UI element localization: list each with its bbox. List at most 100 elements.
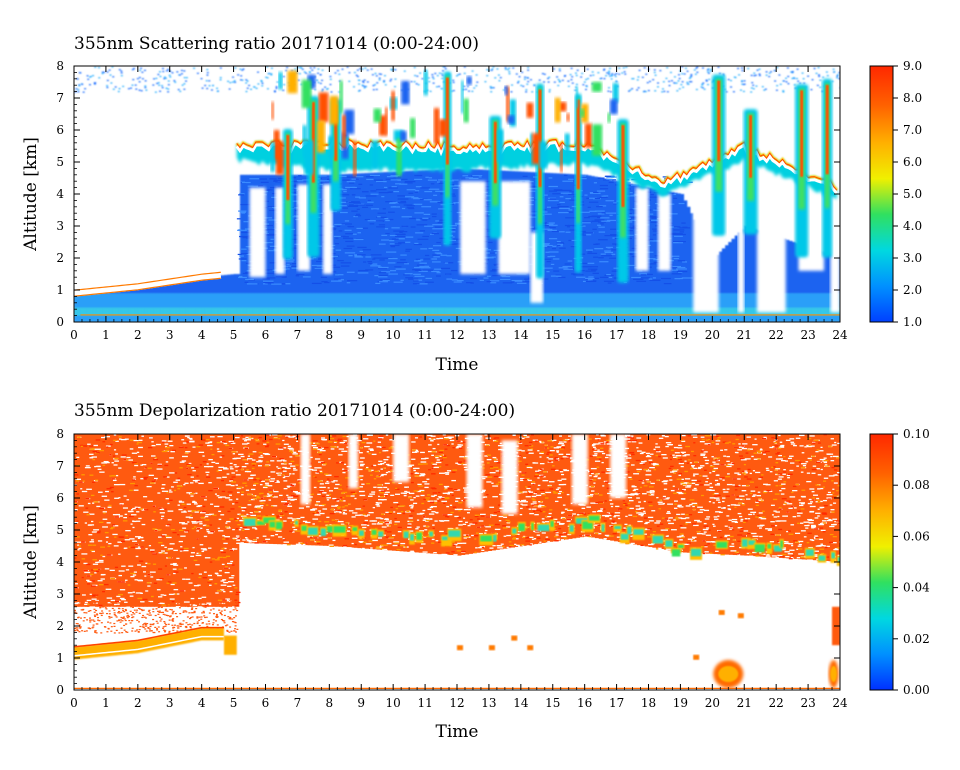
y-tick-label: 2 xyxy=(56,251,64,265)
x-tick-label: 3 xyxy=(166,328,174,342)
y-tick-label: 8 xyxy=(56,59,64,73)
x-tick-label: 18 xyxy=(641,328,656,342)
x-tick-label: 7 xyxy=(294,696,302,710)
heatmap-texture xyxy=(74,66,840,322)
colorbar-tick-label: 4.0 xyxy=(903,219,922,233)
x-axis: 0 1 2 3 4 5 6 7 8 9 10 11 12 13 14 15 16 17 18 19 20 21 22 23 24 xyxy=(70,434,848,710)
x-axis: 0 1 2 3 4 5 6 7 8 9 10 11 12 13 14 15 16 17 18 19 20 21 22 23 24 xyxy=(70,66,848,342)
heatmap-scattering-ratio xyxy=(74,66,840,322)
y-tick-label: 3 xyxy=(56,587,64,601)
colorbar-tick-label: 0.10 xyxy=(903,427,930,441)
x-tick-label: 17 xyxy=(609,696,624,710)
x-axis-label: Time xyxy=(436,722,479,742)
colorbar-gradient xyxy=(869,65,894,323)
x-tick-label: 5 xyxy=(230,696,238,710)
x-tick-label: 14 xyxy=(513,696,529,710)
x-tick-label: 13 xyxy=(481,328,496,342)
x-tick-label: 12 xyxy=(449,696,464,710)
y-tick-label: 3 xyxy=(56,219,64,233)
x-tick-label: 13 xyxy=(481,696,496,710)
y-tick-label: 4 xyxy=(56,555,64,569)
colorbar-tick-label: 1.0 xyxy=(903,315,922,329)
chart-title: 355nm Scattering ratio 20171014 (0:00-24… xyxy=(74,34,479,54)
colorbar-gradient xyxy=(869,433,894,691)
colorbar-tick-label: 9.0 xyxy=(903,59,922,73)
x-tick-label: 10 xyxy=(386,328,401,342)
x-tick-label: 21 xyxy=(737,696,752,710)
y-tick-label: 1 xyxy=(56,651,64,665)
colorbar-tick-label: 5.0 xyxy=(903,187,922,201)
x-axis-label: Time xyxy=(436,355,479,375)
x-tick-label: 22 xyxy=(769,696,784,710)
x-tick-label: 2 xyxy=(134,696,142,710)
x-tick-label: 24 xyxy=(832,328,848,342)
colorbar-tick-label: 0.06 xyxy=(903,529,930,543)
x-tick-label: 7 xyxy=(294,328,302,342)
x-tick-label: 5 xyxy=(230,328,238,342)
x-tick-label: 21 xyxy=(737,328,752,342)
y-tick-label: 8 xyxy=(56,427,64,441)
x-tick-label: 0 xyxy=(70,696,78,710)
y-tick-label: 6 xyxy=(56,123,64,137)
x-tick-label: 9 xyxy=(357,328,365,342)
x-tick-label: 20 xyxy=(705,328,720,342)
y-tick-label: 2 xyxy=(56,619,64,633)
y-tick-label: 5 xyxy=(56,523,64,537)
x-tick-label: 17 xyxy=(609,328,624,342)
colorbar-tick-label: 0.00 xyxy=(903,683,930,697)
x-tick-label: 0 xyxy=(70,328,78,342)
heatmap-texture xyxy=(74,434,840,690)
colorbar-ticks: 1.0 2.0 3.0 4.0 5.0 6.0 7.0 8.0 9.0 xyxy=(893,59,922,329)
colorbar-tick-label: 2.0 xyxy=(903,283,922,297)
x-tick-label: 16 xyxy=(577,696,592,710)
x-tick-label: 15 xyxy=(545,328,560,342)
x-tick-label: 11 xyxy=(417,696,432,710)
y-axis-label: Altitude [km] xyxy=(21,505,41,620)
x-tick-label: 19 xyxy=(673,328,688,342)
x-tick-label: 10 xyxy=(386,696,401,710)
x-tick-label: 14 xyxy=(513,328,529,342)
x-tick-label: 24 xyxy=(832,696,848,710)
colorbar-ticks: 0.00 0.02 0.04 0.06 0.08 0.10 xyxy=(893,427,930,697)
x-tick-label: 23 xyxy=(800,328,815,342)
x-tick-label: 16 xyxy=(577,328,592,342)
x-tick-label: 15 xyxy=(545,696,560,710)
x-tick-label: 20 xyxy=(705,696,720,710)
x-tick-label: 2 xyxy=(134,328,142,342)
x-tick-label: 12 xyxy=(449,328,464,342)
colorbar-tick-label: 8.0 xyxy=(903,91,922,105)
x-tick-label: 3 xyxy=(166,696,174,710)
colorbar-tick-label: 0.02 xyxy=(903,632,930,646)
x-tick-label: 6 xyxy=(262,696,270,710)
heatmap-depolarization-ratio xyxy=(74,434,840,690)
y-axis: 0 1 2 3 4 5 6 7 8 xyxy=(56,427,840,697)
x-tick-label: 23 xyxy=(800,696,815,710)
colorbar-tick-label: 0.08 xyxy=(903,478,930,492)
colorbar-tick-label: 6.0 xyxy=(903,155,922,169)
y-tick-label: 0 xyxy=(56,683,64,697)
x-tick-label: 1 xyxy=(102,696,110,710)
y-tick-label: 1 xyxy=(56,283,64,297)
panel-scattering-ratio: 355nm Scattering ratio 20171014 (0:00-24… xyxy=(21,34,922,375)
colorbar: 1.0 2.0 3.0 4.0 5.0 6.0 7.0 8.0 9.0 xyxy=(869,59,922,329)
x-tick-label: 8 xyxy=(326,696,334,710)
y-tick-label: 7 xyxy=(56,91,64,105)
panel-depolarization-ratio: 355nm Depolarization ratio 20171014 (0:0… xyxy=(21,401,930,742)
y-tick-label: 6 xyxy=(56,491,64,505)
y-tick-label: 5 xyxy=(56,155,64,169)
x-tick-label: 8 xyxy=(326,328,334,342)
x-tick-label: 9 xyxy=(357,696,365,710)
x-tick-label: 11 xyxy=(417,328,432,342)
x-tick-label: 4 xyxy=(198,696,206,710)
x-tick-label: 4 xyxy=(198,328,206,342)
colorbar-tick-label: 7.0 xyxy=(903,123,922,137)
colorbar-tick-label: 3.0 xyxy=(903,251,922,265)
colorbar-tick-label: 0.04 xyxy=(903,581,930,595)
colorbar: 0.00 0.02 0.04 0.06 0.08 0.10 xyxy=(869,427,930,697)
x-tick-label: 19 xyxy=(673,696,688,710)
y-axis: 0 1 2 3 4 5 6 7 8 xyxy=(56,59,840,329)
x-tick-label: 6 xyxy=(262,328,270,342)
x-tick-label: 22 xyxy=(769,328,784,342)
chart-title: 355nm Depolarization ratio 20171014 (0:0… xyxy=(74,401,515,421)
